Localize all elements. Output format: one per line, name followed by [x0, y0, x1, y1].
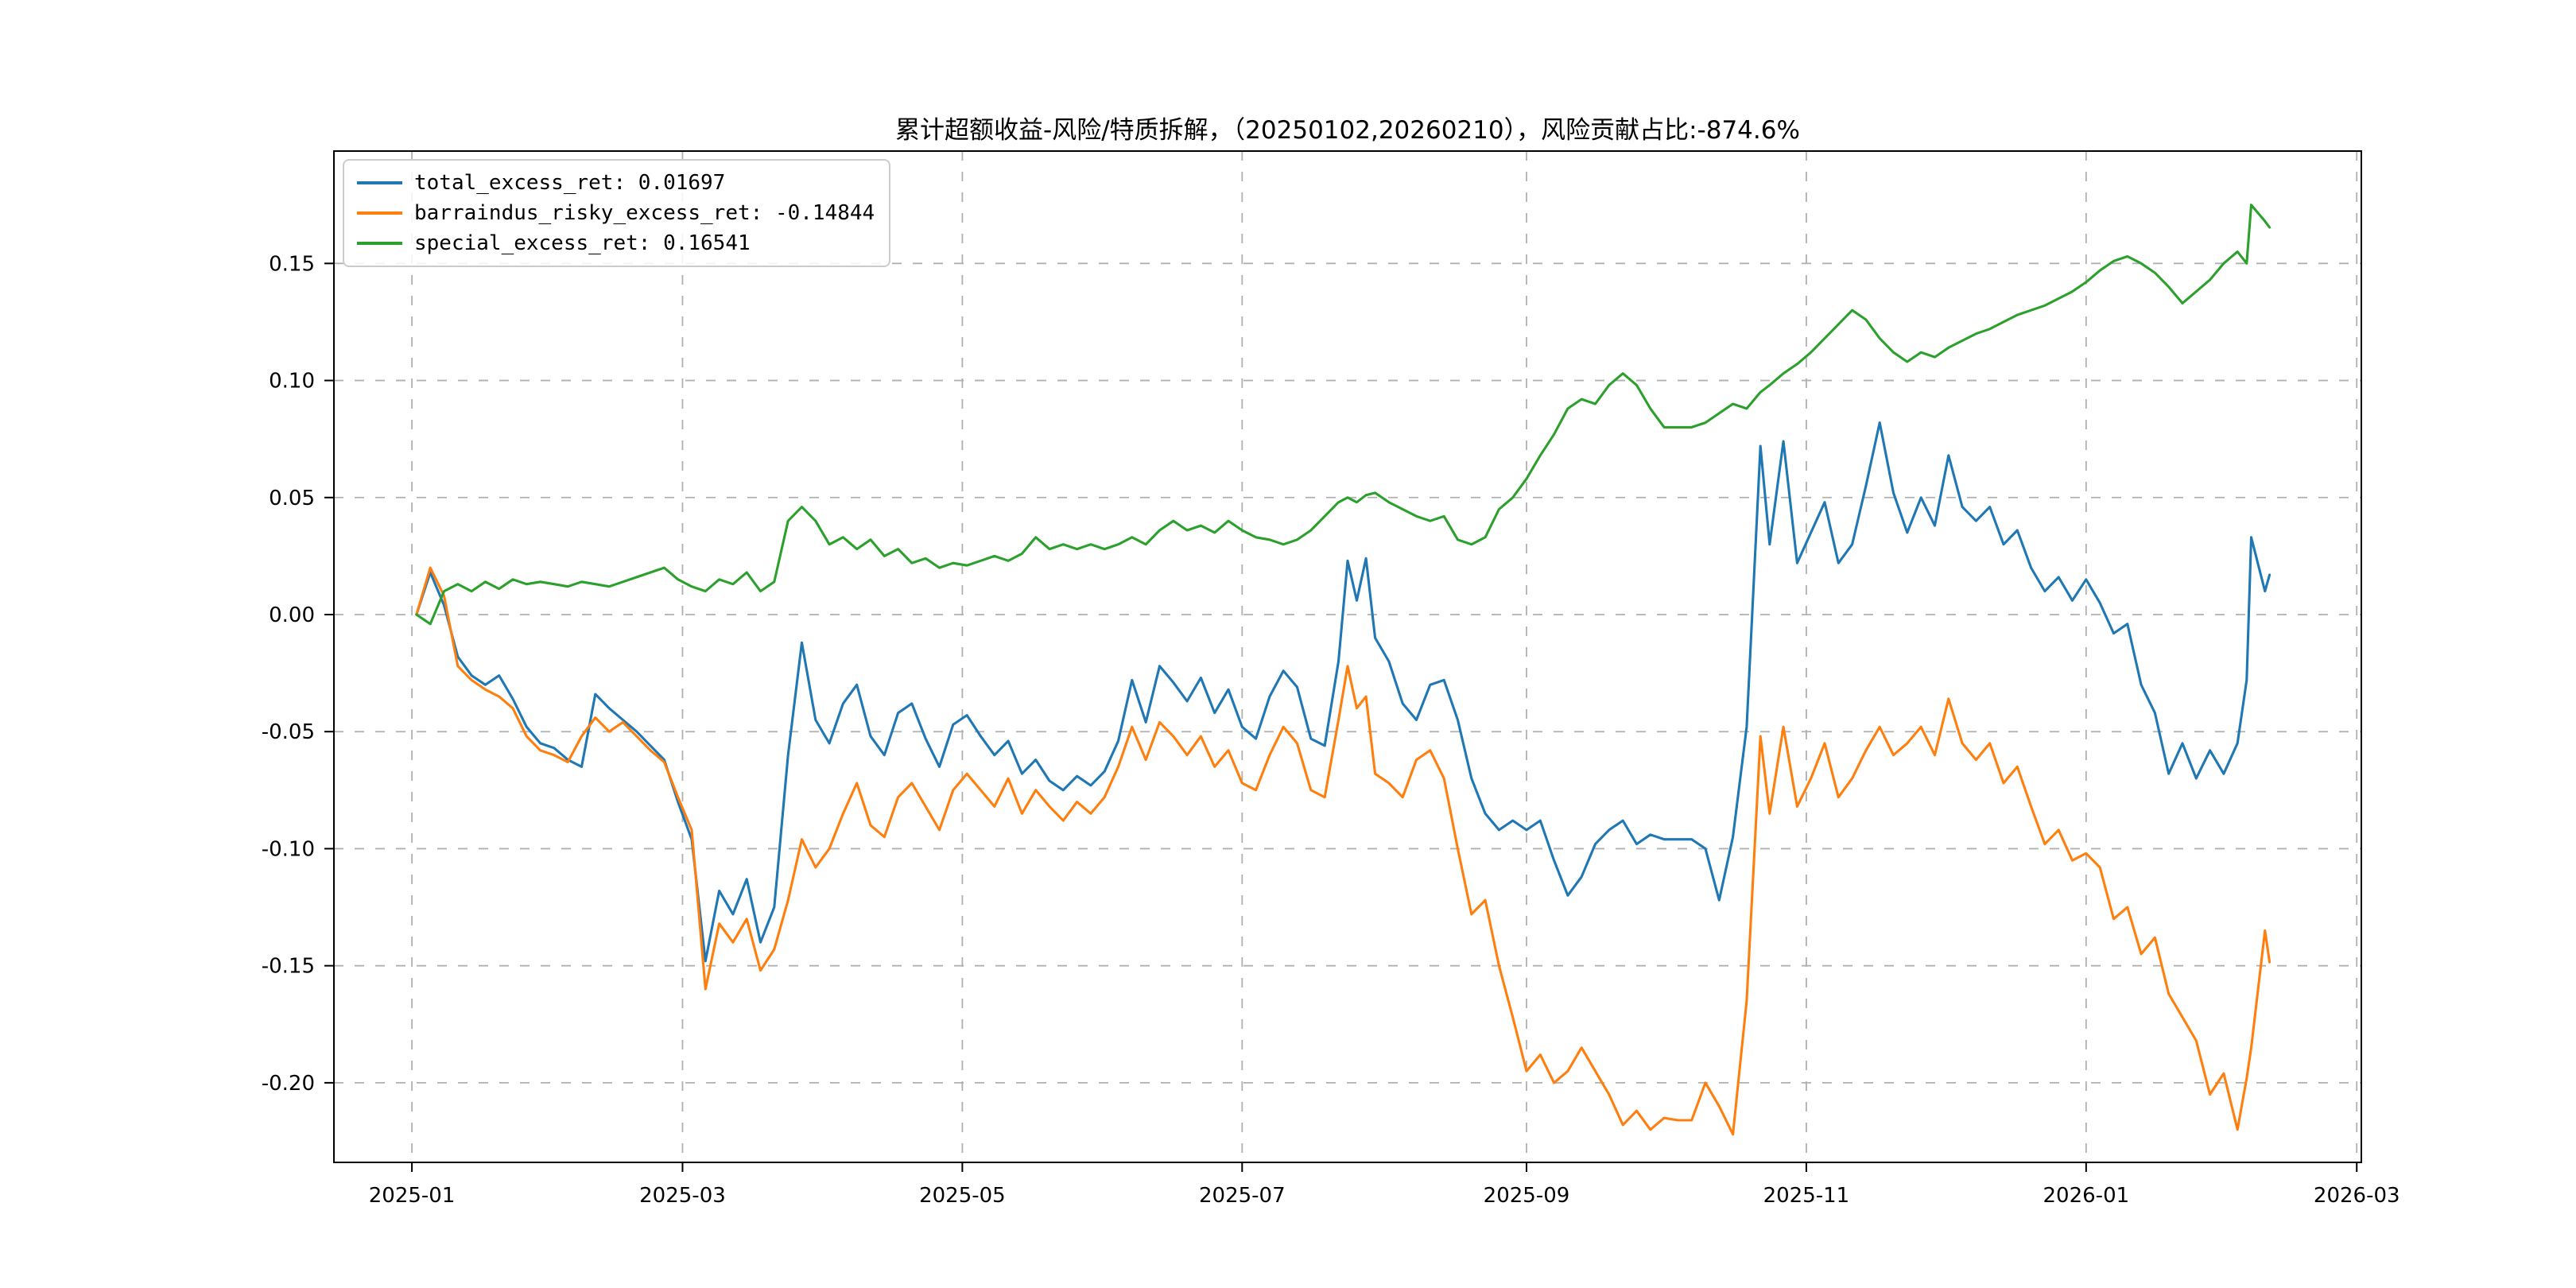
- x-tick-label: 2025-07: [1199, 1184, 1286, 1208]
- y-tick-label: -0.10: [262, 837, 315, 861]
- x-tick-label: 2025-09: [1484, 1184, 1570, 1208]
- legend-label: barraindus_risky_excess_ret: -0.14844: [414, 201, 875, 225]
- y-tick-label: 0.10: [269, 370, 315, 394]
- y-tick-label: 0.00: [269, 603, 315, 627]
- legend-label: total_excess_ret: 0.01697: [414, 171, 726, 195]
- y-tick-label: 0.05: [269, 487, 315, 510]
- legend-line-sample: [357, 211, 402, 215]
- legend-item-barraindus_risky_excess_ret: barraindus_risky_excess_ret: -0.14844: [357, 199, 875, 227]
- y-tick-label: -0.15: [262, 955, 315, 979]
- y-tick-label: -0.05: [262, 720, 315, 744]
- x-tick-label: 2025-11: [1763, 1184, 1850, 1208]
- x-tick-label: 2026-01: [2043, 1184, 2130, 1208]
- series-line-special_excess_ret: [415, 204, 2271, 626]
- series-line-total_excess_ret: [415, 421, 2271, 963]
- legend-label: special_excess_ret: 0.16541: [414, 231, 751, 255]
- legend-item-total_excess_ret: total_excess_ret: 0.01697: [357, 169, 875, 197]
- legend-line-sample: [357, 181, 402, 184]
- y-tick-label: 0.15: [269, 252, 315, 276]
- axes-frame: [333, 150, 2362, 1163]
- x-tick-label: 2026-03: [2314, 1184, 2400, 1208]
- legend-line-sample: [357, 242, 402, 245]
- chart-title: 累计超额收益-风险/特质拆解，（20250102,20260210），风险贡献占…: [895, 116, 1800, 145]
- x-tick-label: 2025-05: [919, 1184, 1006, 1208]
- legend: total_excess_ret: 0.01697 barraindus_risk…: [343, 159, 891, 267]
- y-tick-label: -0.20: [262, 1072, 315, 1096]
- legend-item-special_excess_ret: special_excess_ret: 0.16541: [357, 229, 875, 258]
- x-tick-label: 2025-01: [369, 1184, 456, 1208]
- series-line-barraindus_risky_excess_ret: [415, 566, 2271, 1136]
- x-tick-label: 2025-03: [639, 1184, 726, 1208]
